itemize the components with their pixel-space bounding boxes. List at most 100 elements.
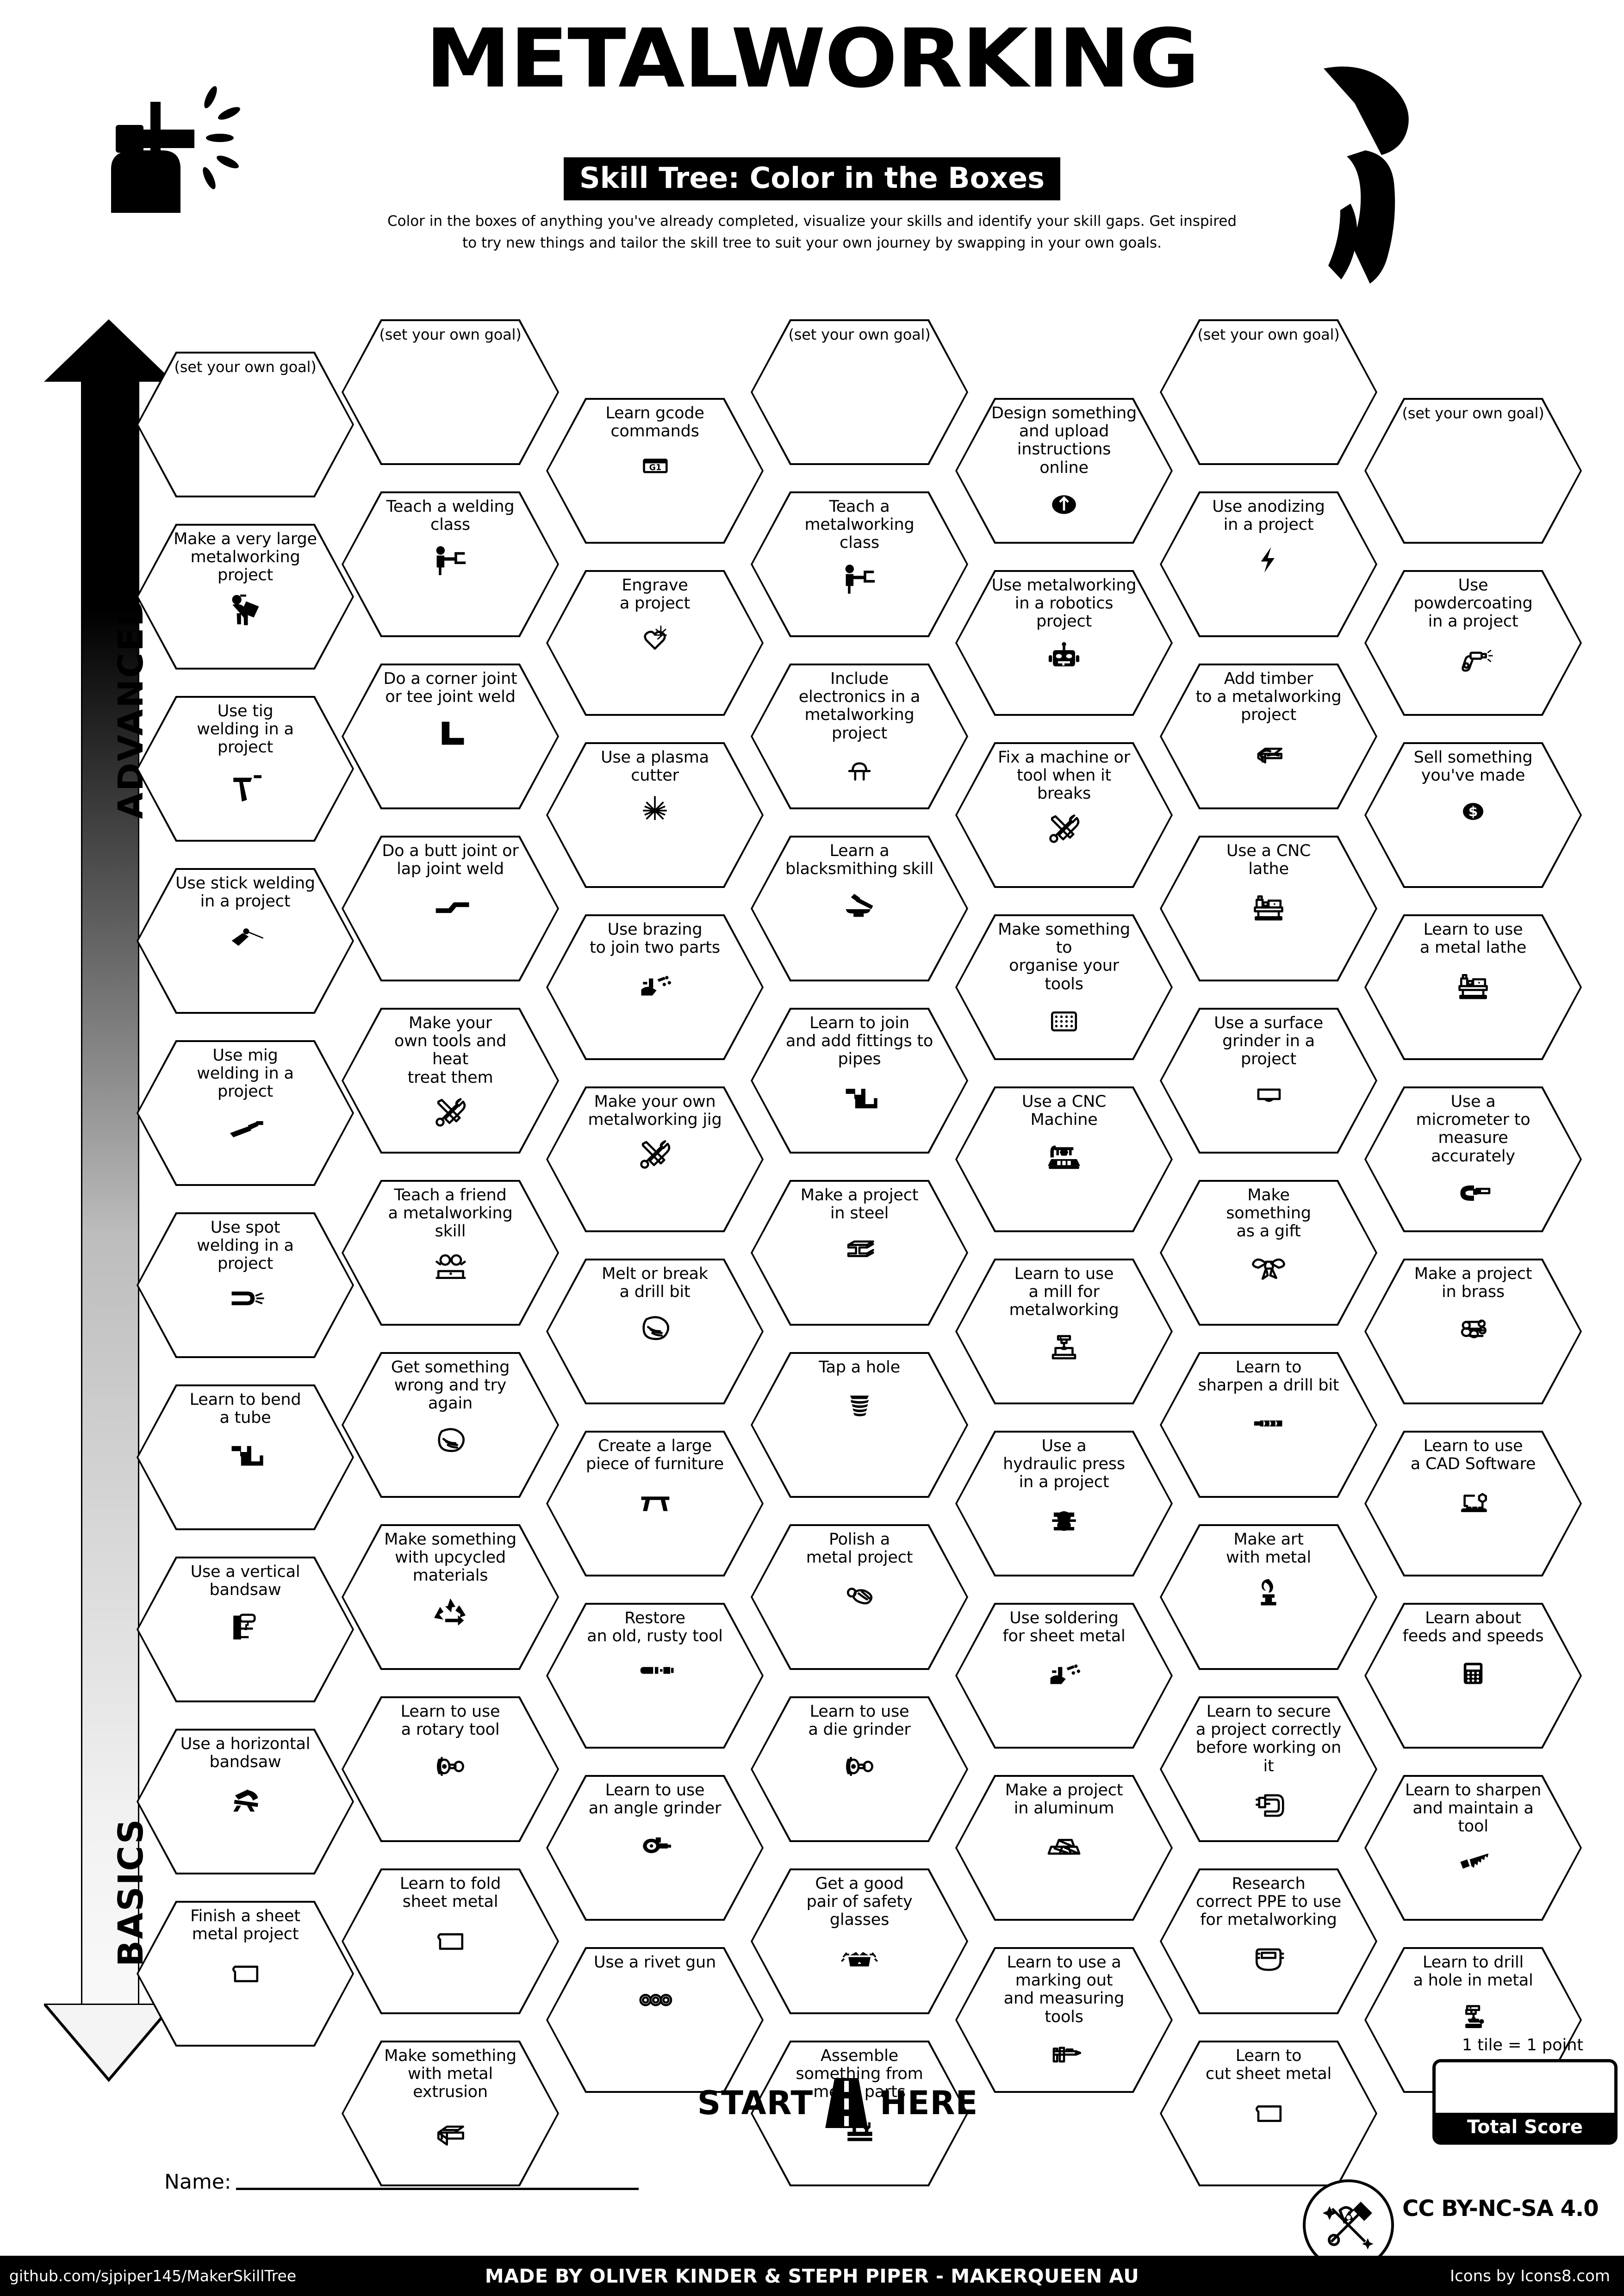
footer-icons-credit[interactable]: Icons by Icons8.com xyxy=(1450,2266,1610,2285)
hex-fill[interactable] xyxy=(548,916,762,1058)
hex-fill[interactable] xyxy=(753,838,966,980)
hex-fill[interactable] xyxy=(548,1605,762,1747)
skill-tile[interactable]: Get a good pair of safety glasses xyxy=(751,1868,968,2014)
skill-tile[interactable]: Use soldering for sheet metal xyxy=(955,1603,1173,1749)
skill-tile[interactable]: Make your own tools and heat treat them xyxy=(342,1008,559,1154)
name-input-rule[interactable] xyxy=(236,2186,639,2190)
hex-fill[interactable] xyxy=(1366,1433,1580,1575)
skill-tile[interactable]: (set your own goal) xyxy=(751,319,968,465)
hex-fill[interactable] xyxy=(753,1010,966,1152)
skill-tile[interactable]: Sell something you've made $ xyxy=(1364,742,1582,888)
skill-tile[interactable]: Use a surface grinder in a project xyxy=(1160,1008,1377,1154)
skill-tile[interactable]: Use a micrometer to measure accurately xyxy=(1364,1086,1582,1232)
hex-fill[interactable] xyxy=(138,698,352,840)
skill-tile[interactable]: Make art with metal xyxy=(1160,1524,1377,1670)
skill-tile[interactable]: Research correct PPE to use for metalwor… xyxy=(1160,1868,1377,2014)
skill-tile[interactable]: Use tig welding in a project xyxy=(137,696,354,842)
skill-tile[interactable]: Make your own metalworking jig xyxy=(546,1086,764,1232)
hex-fill[interactable] xyxy=(1162,2042,1375,2184)
hex-fill[interactable] xyxy=(548,1433,762,1575)
hex-fill[interactable] xyxy=(343,1010,557,1152)
skill-tile[interactable]: Teach a metalworking class xyxy=(751,491,968,637)
skill-tile[interactable]: Learn to cut sheet metal xyxy=(1160,2041,1377,2186)
skill-tile[interactable]: Use spot welding in a project xyxy=(137,1212,354,1358)
name-field[interactable]: Name: xyxy=(164,2170,639,2194)
skill-tile[interactable]: Learn to sharpen a drill bit xyxy=(1160,1352,1377,1498)
skill-tile[interactable]: Make a project in brass xyxy=(1364,1259,1582,1404)
hex-fill[interactable] xyxy=(138,1042,352,1184)
skill-tile[interactable]: Use a CNC lathe xyxy=(1160,836,1377,981)
skill-tile[interactable]: Learn to use an angle grinder xyxy=(546,1775,764,1921)
skill-tile[interactable]: Make something with upcycled materials xyxy=(342,1524,559,1670)
skill-tile[interactable]: Learn to use a metal lathe xyxy=(1364,914,1582,1060)
hex-fill[interactable] xyxy=(1162,321,1375,463)
hex-fill[interactable] xyxy=(548,572,762,714)
skill-tile[interactable]: Use a vertical bandsaw xyxy=(137,1557,354,1702)
hex-fill[interactable] xyxy=(1162,1182,1375,1324)
skill-tile[interactable]: Make a project in aluminum xyxy=(955,1775,1173,1921)
skill-tile[interactable]: Use a CNC Machine xyxy=(955,1086,1173,1232)
hex-fill[interactable] xyxy=(1366,572,1580,714)
hex-fill[interactable] xyxy=(343,321,557,463)
skill-tile[interactable]: Learn to join and add fittings to pipes xyxy=(751,1008,968,1154)
hex-fill[interactable] xyxy=(343,1870,557,2012)
hex-fill[interactable] xyxy=(1162,1870,1375,2012)
hex-fill[interactable] xyxy=(138,354,352,496)
skill-tile[interactable]: Make a project in steel xyxy=(751,1180,968,1326)
hex-fill[interactable] xyxy=(753,1526,966,1668)
skill-tile[interactable]: Use powdercoating in a project xyxy=(1364,570,1582,716)
hex-fill[interactable] xyxy=(1366,1088,1580,1230)
hex-fill[interactable] xyxy=(1366,400,1580,542)
hex-fill[interactable] xyxy=(138,870,352,1012)
hex-fill[interactable] xyxy=(138,1903,352,2045)
skill-tile[interactable]: Learn to use a die grinder xyxy=(751,1696,968,1842)
skill-tile[interactable]: Finish a sheet metal project xyxy=(137,1901,354,2047)
hex-fill[interactable] xyxy=(957,1260,1171,1402)
hex-fill[interactable] xyxy=(138,1214,352,1356)
skill-tile[interactable]: Melt or break a drill bit xyxy=(546,1259,764,1404)
hex-fill[interactable] xyxy=(343,493,557,635)
skill-tile[interactable]: Learn a blacksmithing skill xyxy=(751,836,968,981)
skill-tile[interactable]: Make something as a gift xyxy=(1160,1180,1377,1326)
hex-fill[interactable] xyxy=(957,1949,1171,2091)
skill-tile[interactable]: Use a horizontal bandsaw xyxy=(137,1729,354,1874)
skill-tile[interactable]: (set your own goal) xyxy=(342,319,559,465)
skill-tile[interactable]: Polish a metal project xyxy=(751,1524,968,1670)
skill-tile[interactable]: Learn gcode commands G1 xyxy=(546,398,764,544)
hex-fill[interactable] xyxy=(343,1182,557,1324)
hex-fill[interactable] xyxy=(343,1354,557,1496)
hex-fill[interactable] xyxy=(957,400,1171,542)
hex-fill[interactable] xyxy=(343,1526,557,1668)
skill-tile[interactable]: Use brazing to join two parts xyxy=(546,914,764,1060)
skill-tile[interactable]: Learn to use a CAD Software xyxy=(1364,1431,1582,1576)
hex-fill[interactable] xyxy=(1162,665,1375,807)
hex-fill[interactable] xyxy=(753,1354,966,1496)
total-score-box[interactable]: Total Score xyxy=(1432,2059,1618,2145)
skill-tile[interactable]: Learn to fold sheet metal xyxy=(342,1868,559,2014)
hex-fill[interactable] xyxy=(548,1088,762,1230)
skill-tile[interactable]: Learn to use a mill for metalworking xyxy=(955,1259,1173,1404)
skill-tile[interactable]: Learn to secure a project correctly befo… xyxy=(1160,1696,1377,1842)
skill-tile[interactable]: (set your own goal) xyxy=(137,352,354,497)
skill-tile[interactable]: Learn to sharpen and maintain a tool xyxy=(1364,1775,1582,1921)
skill-tile[interactable]: Use a plasma cutter xyxy=(546,742,764,888)
skill-tile[interactable]: Use a hydraulic press in a project xyxy=(955,1431,1173,1576)
hex-fill[interactable] xyxy=(957,1605,1171,1747)
skill-tile[interactable]: Learn to use a rotary tool xyxy=(342,1696,559,1842)
skill-tile[interactable]: (set your own goal) xyxy=(1364,398,1582,544)
skill-tile[interactable]: Engrave a project xyxy=(546,570,764,716)
hex-fill[interactable] xyxy=(753,1870,966,2012)
footer-github-link[interactable]: github.com/sjpiper145/MakerSkillTree xyxy=(9,2267,297,2285)
hex-fill[interactable] xyxy=(138,526,352,668)
hex-fill[interactable] xyxy=(753,493,966,635)
hex-fill[interactable] xyxy=(957,1433,1171,1575)
skill-tile[interactable]: Design something and upload instructions… xyxy=(955,398,1173,544)
hex-fill[interactable] xyxy=(753,665,966,807)
skill-tile[interactable]: Make something with metal extrusion xyxy=(342,2041,559,2186)
skill-tile[interactable]: Learn about feeds and speeds xyxy=(1364,1603,1582,1749)
skill-tile[interactable]: Make a very large metalworking project xyxy=(137,524,354,670)
skill-tile[interactable]: Use mig welding in a project xyxy=(137,1040,354,1186)
hex-fill[interactable] xyxy=(343,2042,557,2184)
skill-tile[interactable]: Get something wrong and try again xyxy=(342,1352,559,1498)
hex-fill[interactable] xyxy=(957,744,1171,886)
